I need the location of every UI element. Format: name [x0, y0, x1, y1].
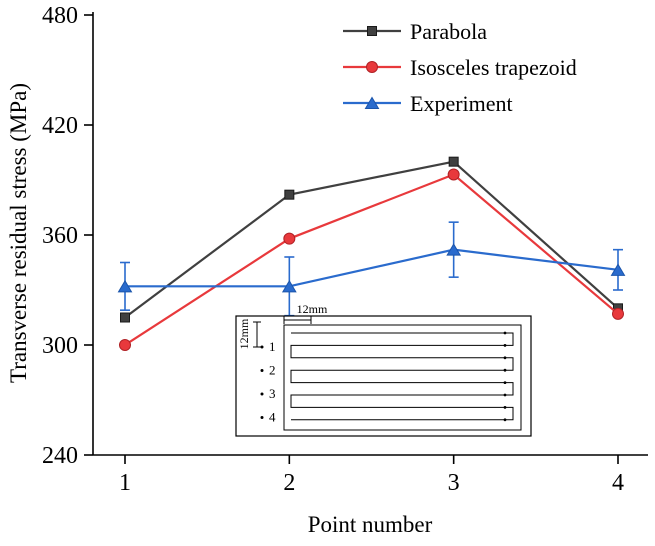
- inset-point-label: 3: [269, 386, 276, 401]
- inset-point-label: 4: [269, 410, 276, 425]
- marker-circle: [283, 232, 296, 245]
- marker-square: [284, 189, 295, 200]
- marker-triangle: [117, 279, 133, 293]
- series-line: [125, 248, 619, 288]
- dim-height-label: 12mm: [237, 318, 251, 349]
- series-line: [124, 160, 619, 319]
- marker-circle: [611, 307, 624, 320]
- y-tick-label: 240: [42, 443, 78, 469]
- x-axis-title: Point number: [308, 512, 433, 537]
- x-tick-label: 2: [283, 470, 295, 496]
- marker-triangle: [446, 243, 462, 256]
- legend-item-isosceles-trapezoid: Isosceles trapezoid: [343, 55, 577, 80]
- inset-frame: [235, 315, 532, 437]
- marker-circle: [366, 61, 378, 73]
- scan-line-dot: [503, 393, 507, 397]
- inset-point-label: 2: [269, 363, 276, 378]
- x-tick-label: 1: [119, 470, 131, 496]
- legend-label: Isosceles trapezoid: [410, 55, 577, 80]
- marker-circle: [447, 168, 460, 181]
- scan-path: [290, 332, 514, 421]
- legend-label: Parabola: [410, 19, 487, 44]
- point-dot: [260, 392, 264, 396]
- point-dot: [260, 369, 264, 372]
- scan-line-dot: [503, 406, 507, 409]
- scan-line-dot: [503, 356, 507, 360]
- y-tick-label: 300: [42, 333, 78, 359]
- point-dot: [260, 416, 264, 419]
- y-tick-label: 480: [42, 3, 78, 29]
- series-parabola: [120, 156, 623, 323]
- inset-point-label: 1: [269, 339, 276, 354]
- y-tick-label: 360: [42, 223, 78, 249]
- inset-scan-diagram: 1 2 3 4 12mm 12mm: [235, 302, 532, 437]
- marker-square: [120, 312, 130, 323]
- marker-square: [448, 156, 459, 167]
- y-tick-label: 420: [42, 113, 78, 139]
- dim-width-label: 12mm: [297, 302, 328, 316]
- series-line: [124, 173, 619, 346]
- marker-triangle: [364, 96, 380, 109]
- y-axis-title: Transverse residual stress (MPa): [6, 83, 31, 383]
- scan-line-dot: [503, 418, 507, 422]
- scan-line-dot: [503, 331, 507, 335]
- scan-line-dot: [503, 344, 507, 347]
- legend-item-parabola: Parabola: [343, 19, 487, 44]
- point-dot: [260, 345, 264, 349]
- legend-label: Experiment: [410, 91, 513, 116]
- series-isosceles-trapezoid: [119, 168, 624, 351]
- x-tick-label: 3: [448, 470, 460, 496]
- marker-square: [367, 26, 377, 36]
- scan-area-outline: [283, 324, 522, 431]
- legend-item-experiment: Experiment: [343, 91, 513, 116]
- x-tick-label: 4: [612, 470, 624, 496]
- scan-line-dot: [503, 381, 507, 384]
- scan-line-dot: [503, 368, 507, 372]
- marker-triangle: [281, 279, 297, 293]
- marker-circle: [119, 339, 131, 351]
- marker-triangle: [610, 263, 626, 276]
- series-experiment: [117, 221, 626, 317]
